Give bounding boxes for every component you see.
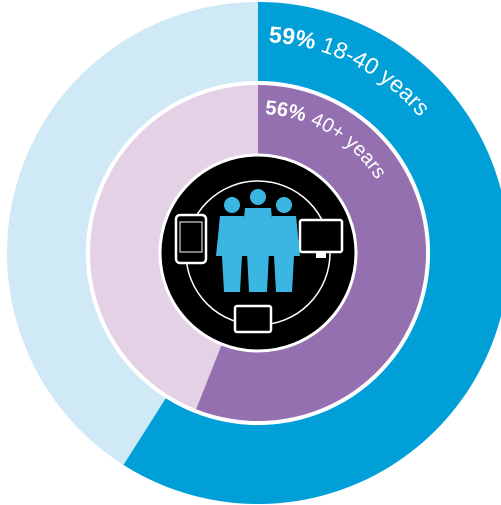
ring-gap (86, 81, 430, 425)
center-emblem (158, 153, 358, 353)
segment (123, 2, 501, 504)
device-icons (174, 213, 344, 334)
people-icons (216, 189, 300, 292)
